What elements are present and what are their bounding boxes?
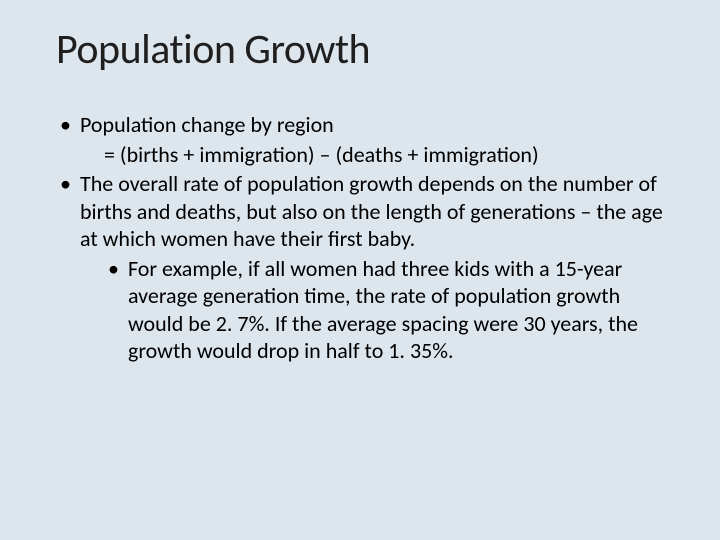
bullet-1-continuation: = (births + immigration) – (deaths + imm… — [56, 141, 664, 169]
bullet-list: Population change by region = (births + … — [56, 111, 664, 365]
bullet-2: The overall rate of population growth de… — [56, 170, 664, 253]
slide-container: Population Growth Population change by r… — [0, 0, 720, 540]
slide-title: Population Growth — [56, 24, 664, 75]
bullet-2-sub-1: For example, if all women had three kids… — [56, 255, 664, 365]
bullet-1: Population change by region — [56, 111, 664, 139]
